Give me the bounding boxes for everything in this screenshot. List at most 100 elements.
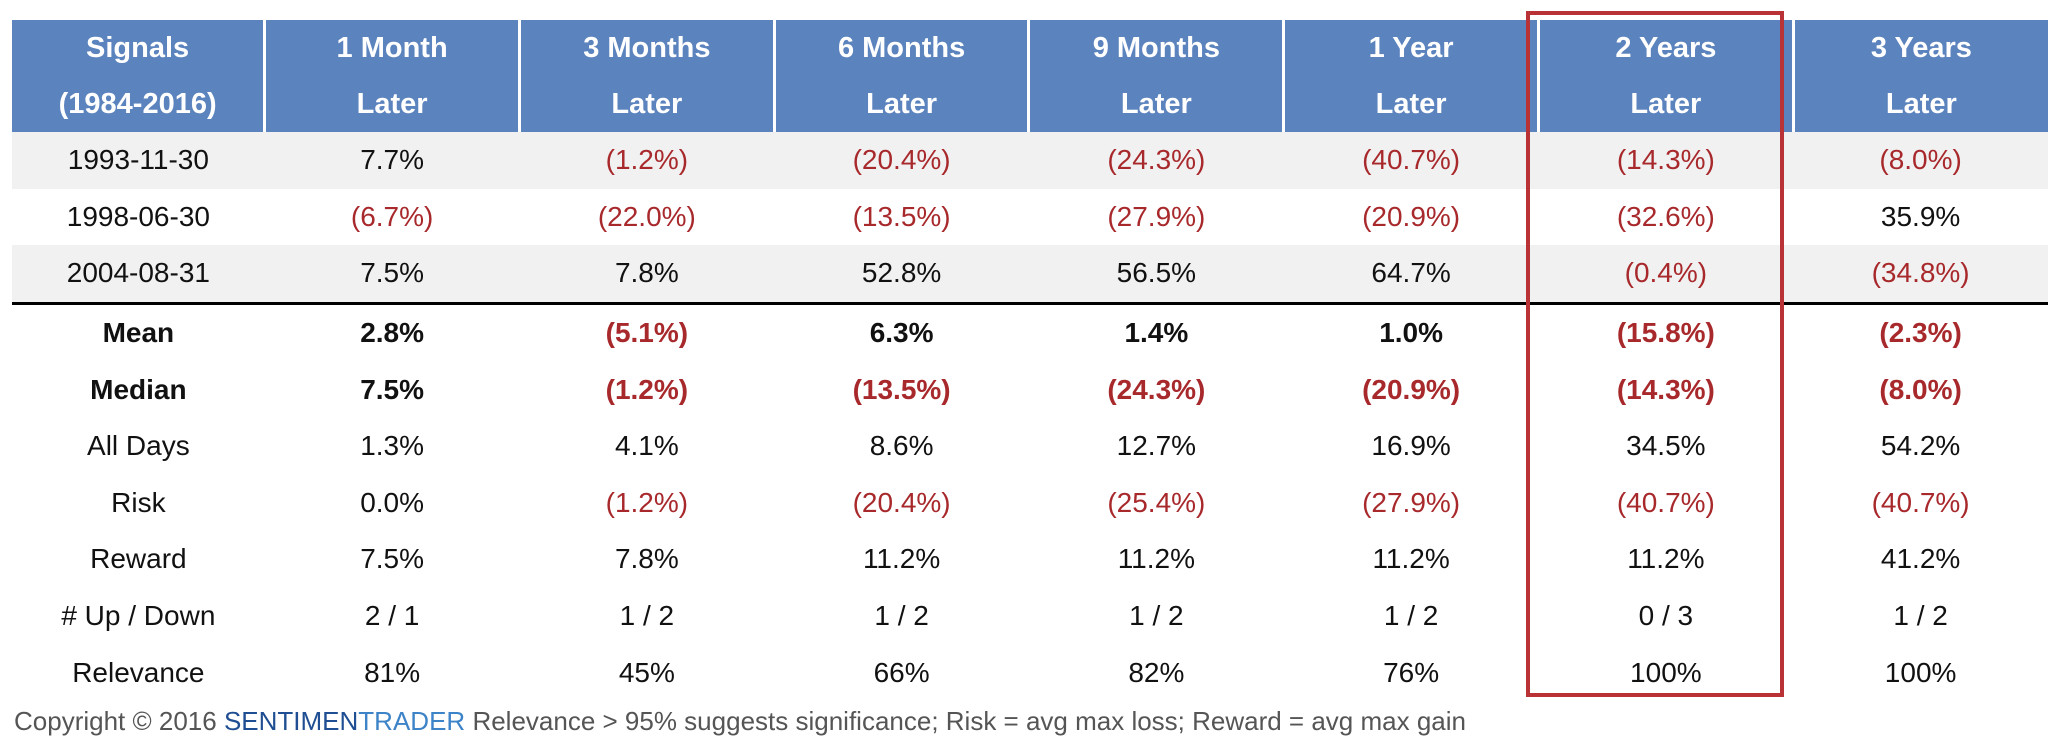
column-header-line: Later [1630, 88, 1702, 120]
table-cell: 12.7% [1116, 430, 1197, 462]
table-cell: 76% [1383, 656, 1440, 688]
column-header-4: 9 Months Later [1027, 20, 1284, 132]
table-cell: (20.4%) [852, 486, 951, 518]
table-cell: (25.4%) [1107, 486, 1206, 518]
footer: Copyright © 2016 SENTIMENTRADER Relevanc… [14, 706, 1466, 737]
table-cell: (40.7%) [1283, 132, 1539, 189]
table-cell: 7.8% [519, 245, 775, 304]
table-cell: 7.8% [614, 543, 679, 575]
footer-note: Relevance > 95% suggests significance; R… [472, 706, 1466, 736]
table-cell: (32.6%) [1616, 200, 1715, 232]
table-cell: 8.6% [869, 430, 934, 462]
column-header-7: 3 Years Later [1791, 20, 2048, 132]
table-cell: 1 / 2 [874, 600, 929, 632]
table-cell: 45% [618, 656, 675, 688]
row-label: Relevance [72, 656, 205, 688]
table-cell: 7.5% [264, 245, 520, 304]
table-cell: (13.5%) [852, 200, 951, 232]
table-cell: (13.5%) [852, 373, 951, 405]
table-cell: (20.9%) [1362, 200, 1461, 232]
row-label: # Up / Down [61, 600, 216, 632]
column-header-2: 3 Months Later [517, 20, 775, 132]
table-cell: (15.8%) [1538, 301, 1794, 362]
summary-row: Mean 2.8% (5.1%) 6.3% 1.4% 1.0% (15.8%) (2.3%) [12, 301, 2048, 362]
column-header-line: Later [1375, 88, 1447, 120]
column-header-line: Signals [86, 32, 190, 64]
table-cell: 52.8% [774, 245, 1029, 304]
column-header-line: 6 Months [837, 32, 966, 64]
signal-row: 1998-06-30 (6.7%) (22.0%) (13.5%) (27.9%) (20… [12, 189, 2048, 246]
table-cell: 11.2% [1372, 543, 1450, 575]
table-cell: 7.5% [360, 373, 425, 405]
table-cell: 82% [1128, 656, 1185, 688]
returns-table: Signals (1984-2016) 1 Month Later 3 Months La… [12, 20, 2048, 701]
column-header-line: Later [1120, 88, 1192, 120]
table-cell: 41.2% [1880, 543, 1961, 575]
summary-row: All Days 1.3% 4.1% 8.6% 12.7% 16.9% 34.5% 54.2% [12, 418, 2048, 475]
table-cell: (24.3%) [1028, 132, 1284, 189]
table-cell: (8.0%) [1879, 373, 1962, 405]
table-cell: (40.7%) [1871, 486, 1970, 518]
row-label: 1998-06-30 [66, 200, 210, 232]
table-cell: (0.4%) [1538, 245, 1794, 304]
summary-row: Median 7.5% (1.2%) (13.5%) (24.3%) (20.9%) (14… [12, 361, 2048, 418]
row-label: Reward [90, 543, 187, 575]
table-cell: 2.8% [264, 301, 520, 362]
column-header-6: 2 Years Later [1536, 20, 1794, 132]
column-header-line: Later [356, 88, 428, 120]
brand-name: SENTIMENTRADER [224, 706, 465, 736]
table-cell: (24.3%) [1107, 373, 1206, 405]
column-header-line: 3 Months [583, 32, 711, 64]
table-cell: 81% [364, 656, 421, 688]
column-header-line: 3 Years [1870, 32, 1972, 64]
row-label: 2004-08-31 [12, 245, 265, 304]
table-cell: (6.7%) [350, 200, 434, 232]
column-header-1: 1 Month Later [263, 20, 520, 132]
column-header-5: 1 Year Later [1282, 20, 1539, 132]
table-cell: 7.7% [264, 132, 520, 189]
table-cell: (14.3%) [1538, 132, 1794, 189]
table-cell: 64.7% [1283, 245, 1539, 304]
table-cell: 1 / 2 [1129, 600, 1184, 632]
row-label: All Days [87, 430, 190, 462]
column-header-line: 9 Months [1092, 32, 1220, 64]
row-label: Mean [12, 301, 265, 362]
table-cell: (8.0%) [1793, 132, 2048, 189]
table-cell: 16.9% [1371, 430, 1451, 462]
signal-row: 1993-11-30 7.7% (1.2%) (20.4%) (24.3%) (40.7%… [12, 132, 2048, 189]
table-cell: 34.5% [1626, 430, 1706, 462]
table-cell: (20.4%) [774, 132, 1029, 189]
table-cell: 1 / 2 [1893, 600, 1948, 632]
table-cell: 66% [873, 656, 930, 688]
table-cell: 56.5% [1028, 245, 1284, 304]
table-cell: 11.2% [1627, 543, 1705, 575]
row-label: 1993-11-30 [12, 132, 265, 189]
column-header-line: (1984-2016) [58, 88, 217, 120]
table-cell: (14.3%) [1616, 373, 1715, 405]
table-cell: 54.2% [1880, 430, 1961, 462]
signal-row: 2004-08-31 7.5% 7.8% 52.8% 56.5% 64.7% (0.4%)(… [12, 245, 2048, 304]
row-label: Risk [111, 486, 166, 518]
table-cell: 7.5% [360, 543, 425, 575]
table-cell: 11.2% [1117, 543, 1196, 575]
table-cell: 11.2% [862, 543, 941, 575]
table-cell: 6.3% [774, 301, 1029, 362]
table-cell: 1 / 2 [1383, 600, 1439, 632]
column-header-3: 6 Months Later [772, 20, 1029, 132]
table-cell: (1.2%) [519, 132, 775, 189]
table-cell: 1.0% [1283, 301, 1539, 362]
table-cell: 2 / 1 [364, 600, 420, 632]
column-header-line: Later [866, 88, 938, 120]
table-cell: (34.8%) [1793, 245, 2048, 304]
table-cell: 0 / 3 [1638, 600, 1694, 632]
summary-row: # Up / Down 2 / 1 1 / 2 1 / 2 1 / 2 1 / 2 0 / … [12, 588, 2048, 645]
table-cell: (27.9%) [1362, 486, 1461, 518]
header-row: Signals (1984-2016) 1 Month Later 3 Months La… [12, 20, 2048, 132]
table-cell: 0.0% [360, 486, 425, 518]
column-header-0: Signals (1984-2016) [12, 20, 265, 132]
table-cell: (1.2%) [605, 486, 689, 518]
table-cell: (5.1%) [519, 301, 775, 362]
table-cell: 1.4% [1028, 301, 1284, 362]
table-cell: 100% [1884, 656, 1957, 688]
column-header-line: 1 Month [336, 32, 448, 64]
